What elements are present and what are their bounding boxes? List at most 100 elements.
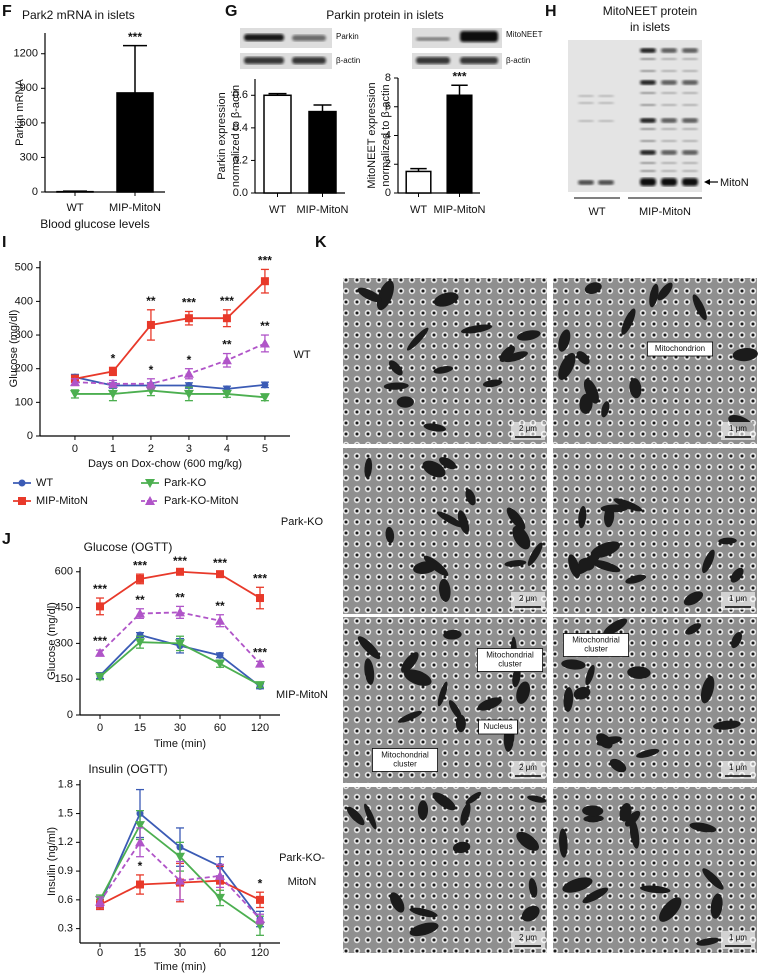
mitochondrion — [448, 700, 462, 720]
mitochondrion — [512, 525, 531, 550]
mitochondrion — [460, 803, 471, 826]
mitochondrion — [422, 460, 446, 478]
mitochondrion — [609, 758, 627, 773]
blot-band — [682, 58, 698, 60]
legend-marker — [18, 479, 26, 487]
x-axis-title: Days on Dox-chow (600 mg/kg) — [88, 458, 242, 470]
point — [255, 658, 265, 668]
scale-bar-bg — [721, 592, 755, 610]
y-tick-label: 0 — [27, 430, 33, 442]
point — [95, 672, 105, 682]
y-tick-label: 1.5 — [58, 807, 73, 819]
micrograph — [343, 787, 547, 953]
blot-label: β-actin — [506, 56, 530, 65]
blot-band — [640, 58, 656, 60]
series-line — [74, 376, 266, 390]
point — [96, 602, 104, 611]
blot-band — [661, 80, 677, 85]
y-tick-label: 0.6 — [58, 894, 73, 906]
point — [107, 378, 118, 388]
mitochondrion — [573, 686, 591, 700]
x-tick-label: 60 — [214, 947, 226, 959]
mitochondrion — [409, 907, 438, 918]
blot-band — [640, 80, 656, 85]
mitochondrion — [364, 658, 375, 685]
mitochondrion — [452, 841, 471, 854]
point — [259, 338, 270, 348]
mitochondrion — [516, 681, 531, 704]
y-tick-label: 8 — [385, 72, 391, 84]
mitochondrion — [413, 561, 437, 574]
significance: * — [187, 353, 192, 367]
mitochondrion — [503, 351, 528, 363]
callout-label: cluster — [584, 645, 608, 654]
mitochondrion — [558, 329, 571, 352]
mitochondrion — [702, 868, 724, 890]
mitochondrion — [561, 659, 586, 670]
mitochondrion — [465, 791, 482, 805]
point — [184, 314, 193, 323]
y-axis-title: MitoNEET expression — [366, 82, 378, 188]
blot-band — [640, 70, 656, 72]
mitochondrion — [437, 681, 448, 707]
mitochondrion — [465, 488, 476, 506]
point — [215, 870, 225, 880]
mitochondrion — [423, 423, 446, 432]
point — [107, 389, 118, 399]
y-axis-title: normalized to β-actin — [380, 84, 392, 186]
mitochondrion — [516, 831, 540, 851]
y-tick-label: 0.2 — [233, 154, 248, 166]
micrograph — [553, 448, 757, 614]
blot-band — [661, 92, 677, 94]
callout-box — [647, 341, 714, 357]
mitochondrion — [438, 578, 451, 602]
mitochondrion — [689, 822, 717, 833]
row-label: MitoN — [288, 876, 317, 888]
blot-label: MitoNEET — [506, 30, 543, 39]
y-tick-label: 400 — [15, 295, 33, 307]
blot-band — [661, 170, 677, 172]
mitochondrion — [578, 506, 587, 529]
blot-band — [682, 162, 698, 164]
y-axis-title: Parkin mRNA — [14, 79, 26, 146]
blot-band — [598, 180, 614, 185]
blot-band — [661, 58, 677, 60]
blot-band — [416, 37, 450, 41]
point — [145, 378, 156, 388]
mitochondrion — [512, 667, 521, 688]
y-tick-label: 0.3 — [58, 923, 73, 935]
blot-band — [598, 102, 614, 104]
point — [216, 570, 224, 579]
legend-marker — [145, 496, 155, 505]
scale-bar-bg — [721, 422, 755, 440]
point — [259, 393, 270, 403]
significance: *** — [452, 69, 466, 83]
mitochondrion — [627, 666, 651, 679]
x-tick-label: MIP-MitoN — [434, 204, 486, 216]
mitochondrion — [730, 567, 744, 583]
y-tick-label: 150 — [55, 673, 73, 685]
mitochondrion — [702, 549, 715, 574]
legend-label: Park-KO-MitoN — [164, 495, 239, 507]
blot-band — [682, 70, 698, 72]
mitochondrion — [625, 574, 647, 584]
x-tick-label: 1 — [110, 443, 116, 455]
point — [256, 594, 264, 603]
point — [260, 277, 269, 286]
blot-band — [682, 80, 698, 85]
mitochondrion — [357, 636, 381, 660]
blot-band — [640, 170, 656, 172]
scale-bar-bg — [511, 422, 545, 440]
mitochondrion — [397, 710, 423, 723]
point — [215, 615, 225, 625]
y-axis-title: normalized to β-actin — [230, 85, 242, 187]
x-tick-label: 5 — [262, 443, 268, 455]
significance: *** — [258, 254, 272, 268]
series-line — [74, 389, 266, 399]
point — [261, 381, 269, 389]
blot — [240, 28, 332, 48]
legend-marker — [145, 479, 155, 488]
point — [136, 574, 144, 583]
panel-letter: I — [2, 234, 6, 251]
y-tick-label: 600 — [20, 117, 38, 129]
